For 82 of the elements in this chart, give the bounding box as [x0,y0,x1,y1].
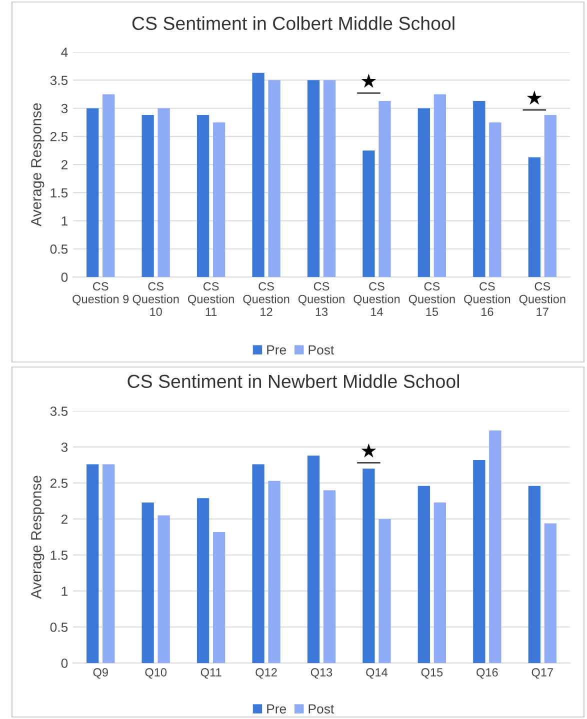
bar [196,115,210,277]
annotation: ★ [526,90,542,105]
y-tick-label: 2.5 [50,132,68,142]
y-tick-label: 2.5 [50,478,68,488]
bar [434,502,446,663]
x-tick-label: CS Question 12 [243,282,290,316]
bar [528,157,540,277]
x-tick-label: CS Question 17 [519,282,566,316]
annotation: ★ [361,443,376,458]
x-tick-label: Q15 [421,668,443,679]
bar [489,430,502,663]
y-tick-label: 0.5 [50,622,68,632]
bar [158,108,170,277]
bar [434,94,446,277]
bar [473,460,486,663]
bar [86,108,99,277]
y-axis-title: Average Response [31,476,44,599]
bar [212,122,226,277]
bar [102,464,115,663]
legend-label: Post [308,345,334,355]
bar [528,486,540,663]
legend-label: Pre [267,345,286,355]
bar [268,480,280,663]
annotation: ★ [361,74,376,88]
x-tick-label: Q11 [200,668,222,679]
y-tick-label: 4 [61,48,68,57]
bar [323,80,336,277]
x-tick-label: Q16 [476,668,498,679]
y-tick-label: 3 [61,442,68,452]
bar [362,468,375,663]
bar [378,519,391,663]
bar [378,100,391,277]
bar [268,80,280,277]
bar [544,115,556,277]
bar [86,464,99,663]
bar [473,100,486,277]
bar [544,523,556,663]
bar [252,464,264,663]
x-tick-label: Q14 [366,668,388,679]
bar [323,490,336,663]
bar [102,94,115,277]
x-tick-label: Q10 [145,668,167,679]
x-tick-label: CS Question 15 [408,282,455,316]
y-tick-label: 2 [61,514,68,524]
legend-label: Post [308,704,334,714]
chart-title: CS Sentiment in Colbert Middle School [132,16,454,30]
x-tick-label: CS Question 9 [72,282,129,306]
x-tick-label: CS Question 10 [132,282,179,316]
y-tick-label: 1 [62,586,68,596]
y-tick-label: 3 [61,104,68,114]
x-tick-label: Q17 [532,668,553,679]
bar [307,80,320,277]
bar [362,150,375,277]
x-tick-label: CS Question 14 [354,282,400,316]
y-tick-label: 1.5 [50,550,68,560]
y-tick-label: 3.5 [50,406,68,416]
bar [489,122,502,277]
bar [142,115,154,277]
y-axis-title: Average Response [31,103,44,226]
x-tick-label: Q13 [310,668,332,679]
bar [307,456,320,663]
y-tick-label: 1 [62,216,68,226]
bar [212,532,226,663]
y-tick-label: 3.5 [50,76,68,86]
y-tick-label: 2 [61,160,68,170]
y-tick-label: 0 [61,658,68,668]
y-tick-label: 0 [61,272,68,282]
chart-title: CS Sentiment in Newbert Middle School [128,374,459,388]
y-tick-label: 1.5 [50,188,68,198]
legend-label: Pre [267,704,286,714]
x-tick-label: Q12 [256,668,277,679]
x-tick-label: CS Question 13 [298,282,344,316]
bar [158,515,170,663]
bar [418,108,430,277]
bar [418,486,430,663]
x-tick-label: CS Question 11 [188,282,234,316]
bar [142,502,154,663]
x-tick-label: Q9 [93,668,108,679]
bar [252,72,264,277]
x-tick-label: CS Question 16 [464,282,510,316]
y-tick-label: 0.5 [50,244,68,254]
bar [196,498,210,663]
